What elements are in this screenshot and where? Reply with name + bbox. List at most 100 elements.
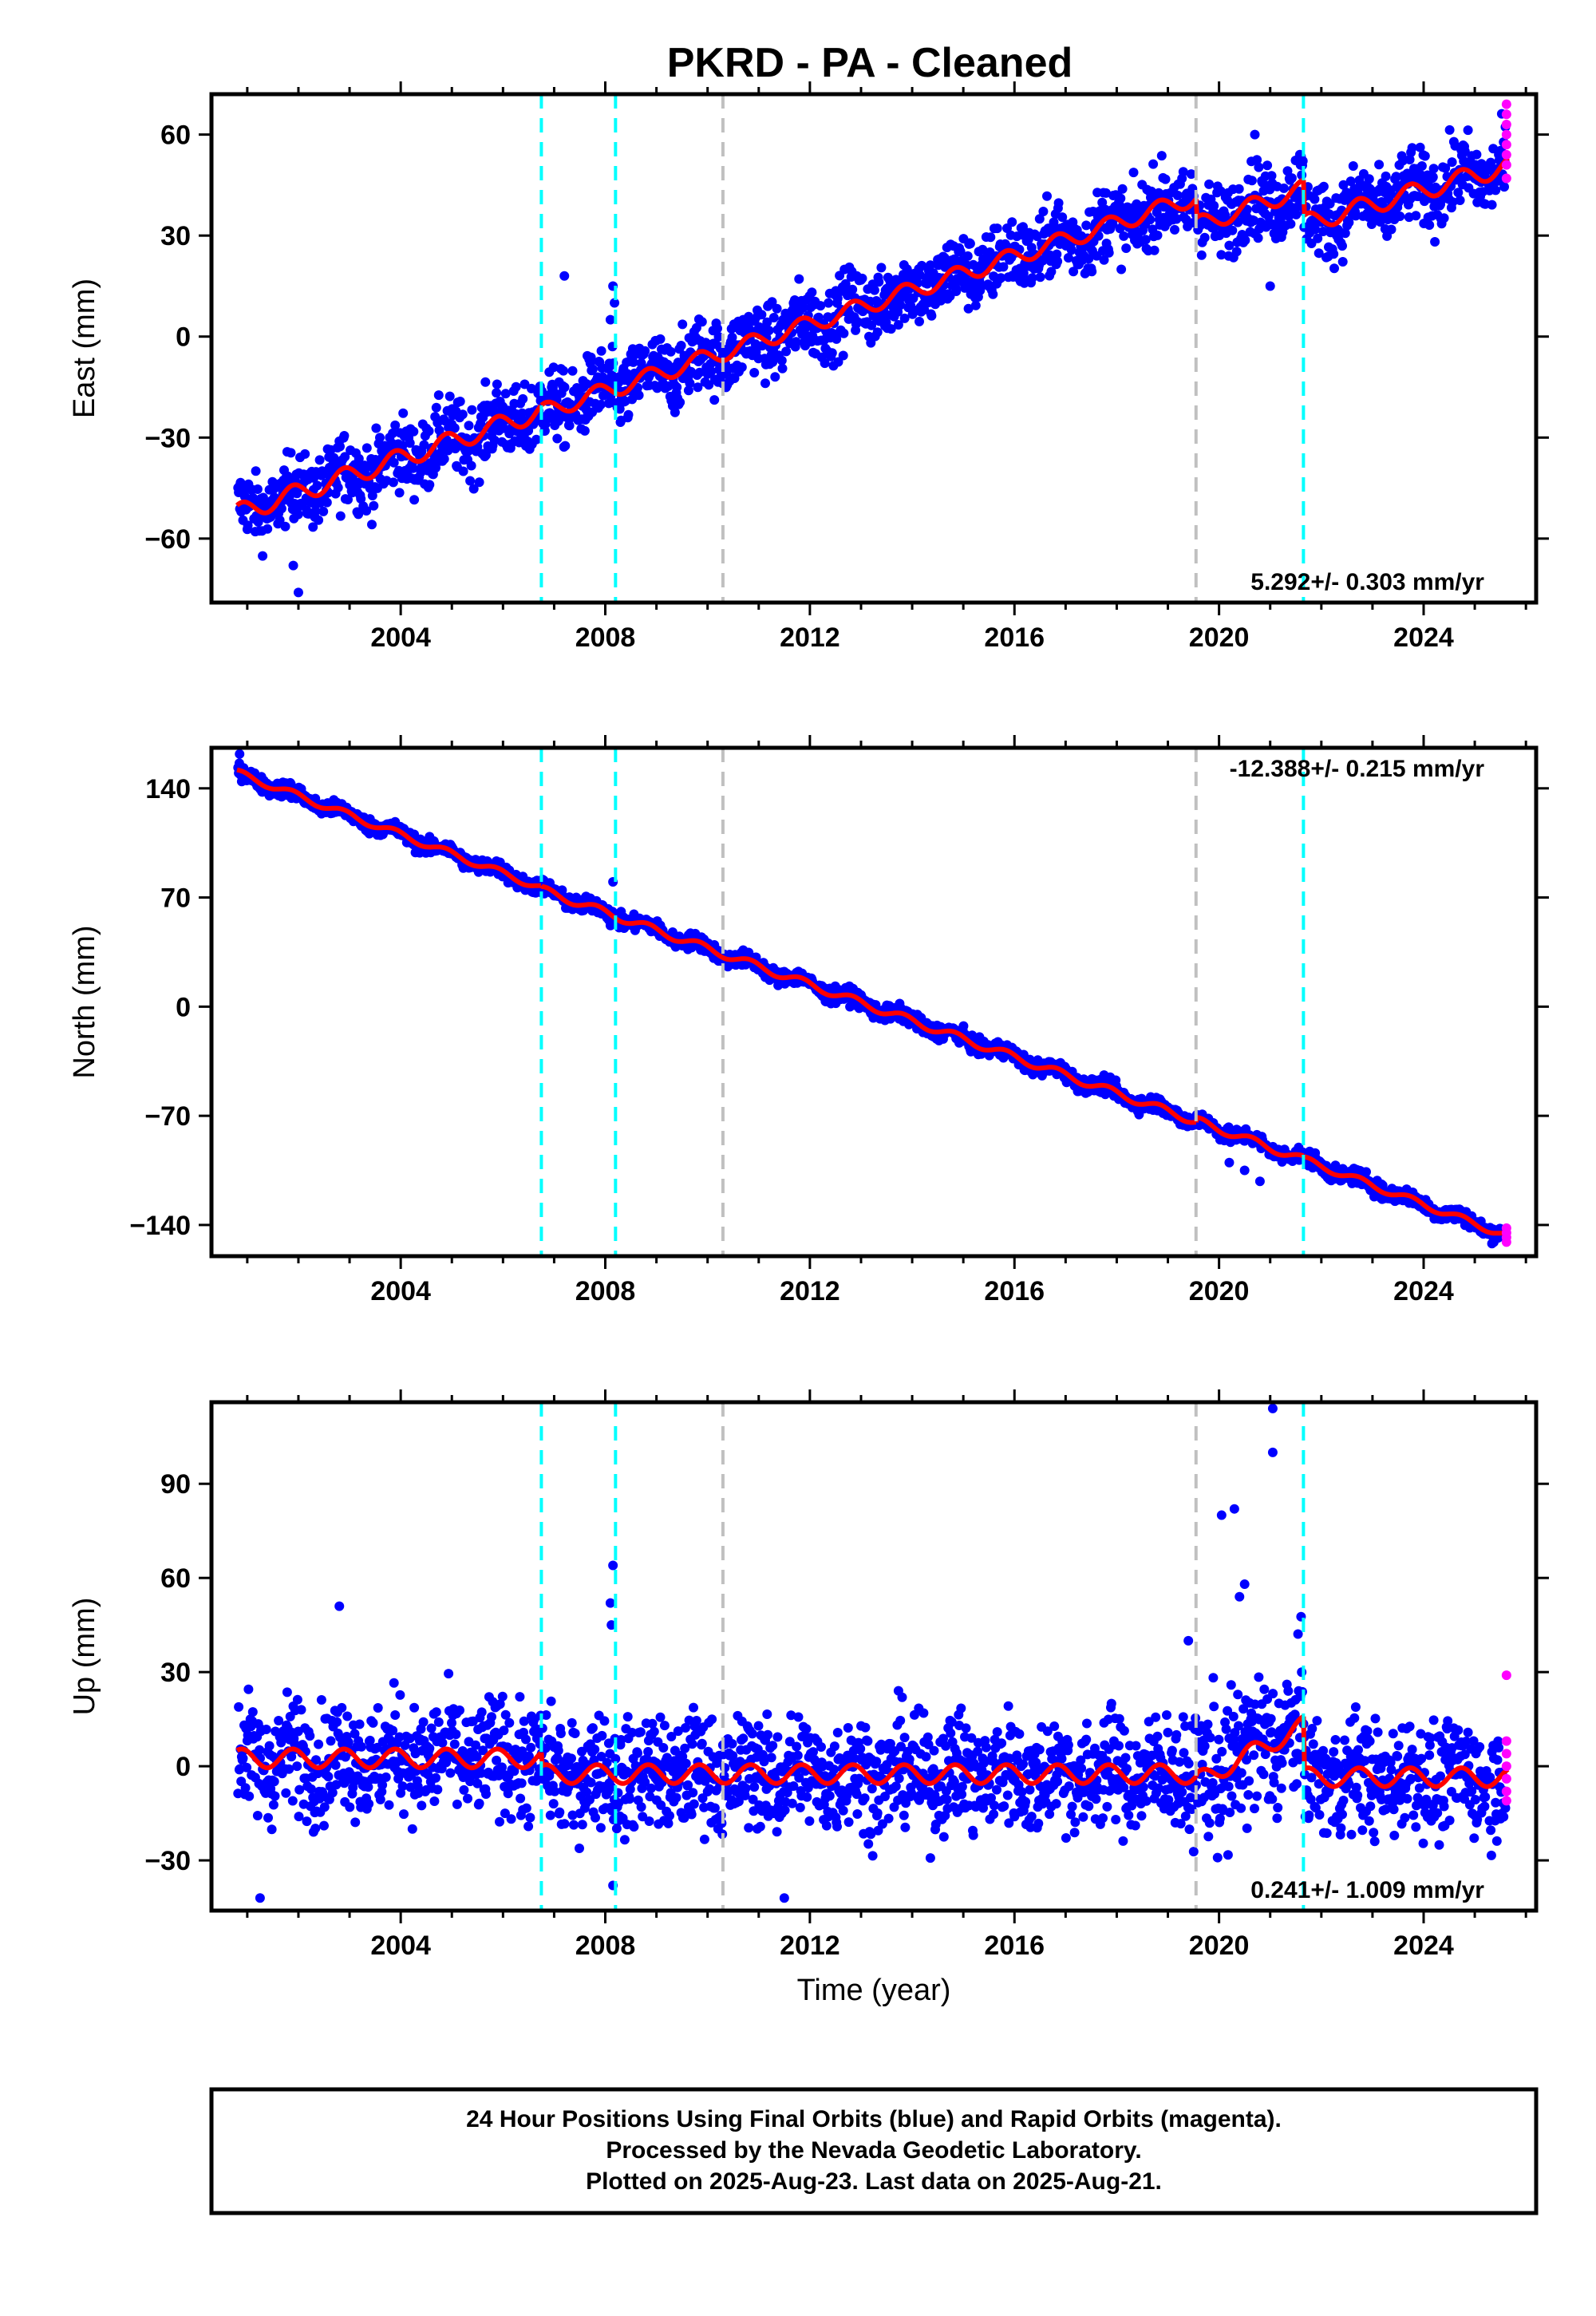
position-point xyxy=(314,1739,324,1749)
position-point xyxy=(1375,217,1385,227)
position-point xyxy=(662,359,673,370)
position-point xyxy=(287,1796,298,1806)
position-point xyxy=(1117,184,1128,194)
position-point xyxy=(1052,249,1062,259)
position-point xyxy=(1395,211,1405,221)
position-point xyxy=(986,232,996,243)
position-point xyxy=(1407,143,1417,153)
position-point xyxy=(1254,162,1264,172)
position-point xyxy=(1152,230,1163,240)
position-point xyxy=(1171,214,1182,224)
position-point xyxy=(1216,250,1227,260)
position-point xyxy=(1325,199,1335,209)
position-point xyxy=(444,1669,454,1679)
position-point xyxy=(1116,264,1127,275)
position-point xyxy=(1148,159,1159,169)
position-point xyxy=(1472,149,1482,160)
position-point xyxy=(545,1810,555,1820)
position-point xyxy=(405,1782,416,1792)
position-point xyxy=(1178,167,1188,177)
position-point xyxy=(555,1729,566,1738)
position-point xyxy=(335,511,346,521)
position-point xyxy=(318,506,329,516)
position-point xyxy=(423,1769,433,1780)
position-point xyxy=(595,400,606,409)
position-point xyxy=(970,300,981,310)
position-point xyxy=(794,274,804,284)
position-point xyxy=(516,1778,527,1788)
position-point xyxy=(559,382,570,393)
position-point xyxy=(292,1694,302,1705)
position-point xyxy=(555,1807,565,1817)
position-point xyxy=(261,1725,271,1734)
position-point xyxy=(356,1741,366,1752)
position-point xyxy=(375,433,385,443)
position-point xyxy=(409,495,420,505)
position-point xyxy=(1027,273,1037,283)
position-point xyxy=(874,277,884,287)
position-point xyxy=(1448,197,1458,207)
position-point xyxy=(1298,156,1308,166)
position-point xyxy=(777,363,788,373)
position-point xyxy=(318,467,328,477)
position-point xyxy=(335,441,345,452)
position-point xyxy=(389,457,399,468)
position-point xyxy=(625,1794,634,1804)
position-point xyxy=(531,434,542,445)
position-point xyxy=(339,431,350,441)
position-point xyxy=(388,428,398,438)
position-point xyxy=(1204,179,1215,189)
y-axis-label: East (mm) xyxy=(68,279,101,418)
position-point xyxy=(433,1717,444,1727)
position-point xyxy=(560,441,571,451)
position-point xyxy=(1350,211,1361,221)
position-point xyxy=(516,1793,526,1804)
position-point xyxy=(1018,222,1028,232)
position-point xyxy=(492,388,502,398)
position-point xyxy=(319,1820,329,1831)
rapid-orbit-point xyxy=(1501,129,1511,140)
position-point xyxy=(915,316,924,326)
model-curve xyxy=(1301,156,1510,227)
position-point xyxy=(399,1809,409,1820)
position-point xyxy=(540,1743,551,1753)
position-point xyxy=(492,379,502,389)
model-curve xyxy=(539,197,1199,414)
position-point xyxy=(1104,247,1114,258)
position-point xyxy=(451,1729,461,1740)
position-point xyxy=(500,1808,510,1819)
position-point xyxy=(471,1740,480,1750)
position-point xyxy=(737,362,747,373)
position-point xyxy=(655,334,666,344)
position-point xyxy=(523,1751,534,1761)
position-point xyxy=(425,1743,435,1753)
position-point xyxy=(294,1812,304,1822)
position-point xyxy=(1428,172,1438,182)
position-point xyxy=(302,1816,312,1827)
position-point xyxy=(1087,267,1097,277)
position-point xyxy=(407,1824,417,1834)
position-point xyxy=(579,425,590,436)
position-point xyxy=(1278,183,1289,193)
y-axis-label: North (mm) xyxy=(68,925,101,1078)
position-point xyxy=(511,381,521,392)
position-point xyxy=(670,407,680,417)
model-curve xyxy=(1193,177,1305,227)
position-point xyxy=(1196,250,1207,260)
position-point xyxy=(1491,185,1501,196)
position-point xyxy=(474,477,484,488)
position-point xyxy=(1361,1167,1371,1177)
position-point xyxy=(1099,255,1109,265)
plot-frame xyxy=(209,745,1539,1259)
position-point xyxy=(373,1703,383,1713)
plot-area xyxy=(233,99,1511,598)
position-point xyxy=(768,313,779,322)
position-point xyxy=(587,364,598,374)
y-tick-label: 0 xyxy=(176,322,191,353)
position-point xyxy=(762,317,772,327)
position-point xyxy=(559,366,568,376)
position-point xyxy=(1291,209,1302,219)
position-point xyxy=(478,1745,488,1756)
position-point xyxy=(465,476,476,486)
